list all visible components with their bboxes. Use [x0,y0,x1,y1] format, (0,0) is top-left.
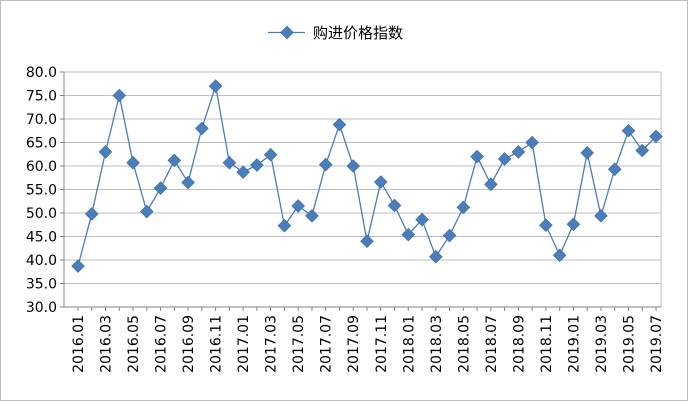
x-tick-label: 2019.05 [621,315,637,373]
y-tick-label: 30.0 [26,300,57,316]
data-point [621,123,636,138]
data-point [456,200,471,215]
y-tick-label: 45.0 [26,230,57,246]
data-point [387,198,402,213]
x-tick-label: 2017.01 [236,315,252,373]
data-point [607,162,622,177]
legend: 购进价格指数 [268,24,403,42]
data-point [140,204,154,219]
data-point [112,88,127,103]
y-tick-label: 40.0 [26,253,57,269]
x-tick-label: 2019.07 [649,315,665,373]
y-tick-label: 80.0 [26,65,57,81]
data-point [497,152,512,166]
data-point [236,165,250,179]
data-point [484,177,498,192]
data-point [415,212,429,227]
x-tick-label: 2017.11 [374,315,390,373]
data-point [429,249,443,264]
data-point [470,149,484,164]
x-tick-label: 2017.05 [291,315,307,373]
y-tick-label: 65.0 [26,136,57,152]
data-point [277,218,292,233]
data-point [580,146,594,160]
data-point [511,145,526,159]
data-point [332,117,347,132]
x-tick-label: 2016.09 [181,315,197,373]
data-point [649,129,663,144]
data-point [360,234,374,248]
x-tick-label: 2016.11 [209,315,225,373]
x-tick-label: 2016.03 [99,315,115,373]
x-tick-label: 2017.07 [319,315,335,373]
x-tick-label: 2019.01 [566,315,582,373]
data-point [373,175,388,189]
data-point [71,259,85,273]
y-tick-label: 60.0 [26,159,57,175]
data-point [318,157,333,172]
x-tick-labels: 2016.01 2016.03 2016.05 2016.07 2016.09 2016.… [71,315,665,373]
data-point [263,147,278,162]
data-point [98,145,113,159]
data-point [552,248,567,263]
y-tick-label: 35.0 [26,277,57,293]
legend-label: 购进价格指数 [313,24,403,42]
legend-marker [280,25,294,40]
data-point [635,143,650,158]
x-tick-label: 2017.09 [346,315,362,373]
data-point [250,158,264,172]
x-tick-label: 2018.01 [401,315,417,373]
data-point [566,217,581,232]
y-tick-label: 75.0 [26,89,57,105]
x-tick-label: 2018.03 [429,315,445,373]
y-tick-label: 70.0 [26,112,57,128]
data-point [195,121,209,136]
data-point [401,227,416,242]
y-tick-labels: 30.0 35.0 40.0 45.0 50.0 55.0 60.0 65.0 70.0 75.0… [26,65,57,316]
data-point [126,155,140,170]
x-tick-label: 2016.07 [154,315,170,373]
x-tick-label: 2018.09 [511,315,527,373]
x-tick-label: 2017.03 [264,315,280,373]
data-point [539,218,553,233]
data-point [222,155,237,170]
x-tick-label: 2019.03 [594,315,610,373]
data-point [442,228,457,243]
data-point [181,175,195,190]
y-tick-label: 55.0 [26,183,57,199]
data-point [153,181,168,195]
x-tick-label: 2018.05 [456,315,472,373]
x-tick-label: 2016.05 [126,315,142,373]
data-point [346,159,361,173]
data-point [594,209,608,223]
gridlines [64,71,662,308]
data-point [291,199,305,213]
axes [60,71,661,311]
data-point [208,79,223,93]
x-tick-label: 2016.01 [71,315,87,373]
y-tick-label: 50.0 [26,206,57,222]
data-point [525,135,539,150]
x-tick-label: 2018.07 [484,315,500,373]
data-point [167,153,182,168]
series-layer [71,79,663,273]
data-point [305,209,319,223]
x-tick-label: 2018.11 [539,315,555,373]
data-point [84,207,99,221]
